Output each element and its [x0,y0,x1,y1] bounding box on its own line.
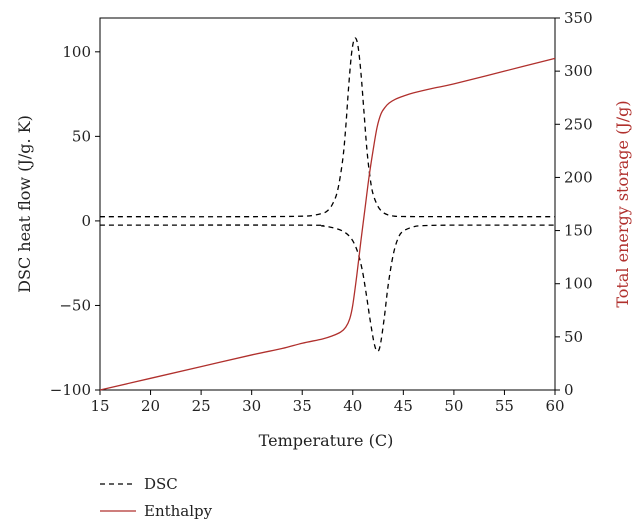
right-y-axis-ticks: 0 50 100 150 200 250 300 350 [555,9,593,399]
y2-tick-label: 200 [564,168,593,186]
series-layer [99,37,556,391]
y2-tick-label: 250 [564,115,593,133]
x-tick-label: 35 [293,397,312,415]
y-tick-label: 0 [81,212,91,230]
left-y-axis-title: DSC heat flow (J/g. K) [15,115,34,293]
y-tick-label: −50 [59,296,91,314]
x-tick-label: 30 [242,397,261,415]
legend: DSC Enthalpy [100,475,213,520]
y2-tick-label: 150 [564,222,593,240]
x-tick-label: 25 [192,397,211,415]
x-tick-label: 55 [495,397,514,415]
y2-tick-label: 0 [564,381,574,399]
x-tick-label: 15 [90,397,109,415]
left-y-axis-ticks: −100 −50 0 50 100 [50,43,100,399]
y-tick-label: −100 [50,381,91,399]
plot-frame [99,17,556,391]
x-tick-label: 60 [545,397,564,415]
x-tick-label: 45 [394,397,413,415]
x-axis-title: Temperature (C) [259,431,394,450]
dsc-line-0 [99,37,556,218]
y2-tick-label: 300 [564,62,593,80]
x-tick-label: 50 [444,397,463,415]
x-tick-label: 20 [141,397,160,415]
dsc-line-1 [99,224,556,352]
x-tick-label: 40 [343,397,362,415]
right-y-axis-title: Total energy storage (J/g) [613,100,632,307]
y2-tick-label: 100 [564,275,593,293]
legend-dsc-label: DSC [144,475,178,493]
legend-enthalpy-label: Enthalpy [144,502,213,520]
y-tick-label: 100 [62,43,91,61]
y2-tick-label: 50 [564,328,583,346]
y-tick-label: 50 [72,127,91,145]
y2-tick-label: 350 [564,9,593,27]
enthalpy-line [99,57,556,391]
plot-border [99,17,556,391]
x-axis-ticks: 15 20 25 30 35 40 45 50 55 60 [90,390,565,415]
